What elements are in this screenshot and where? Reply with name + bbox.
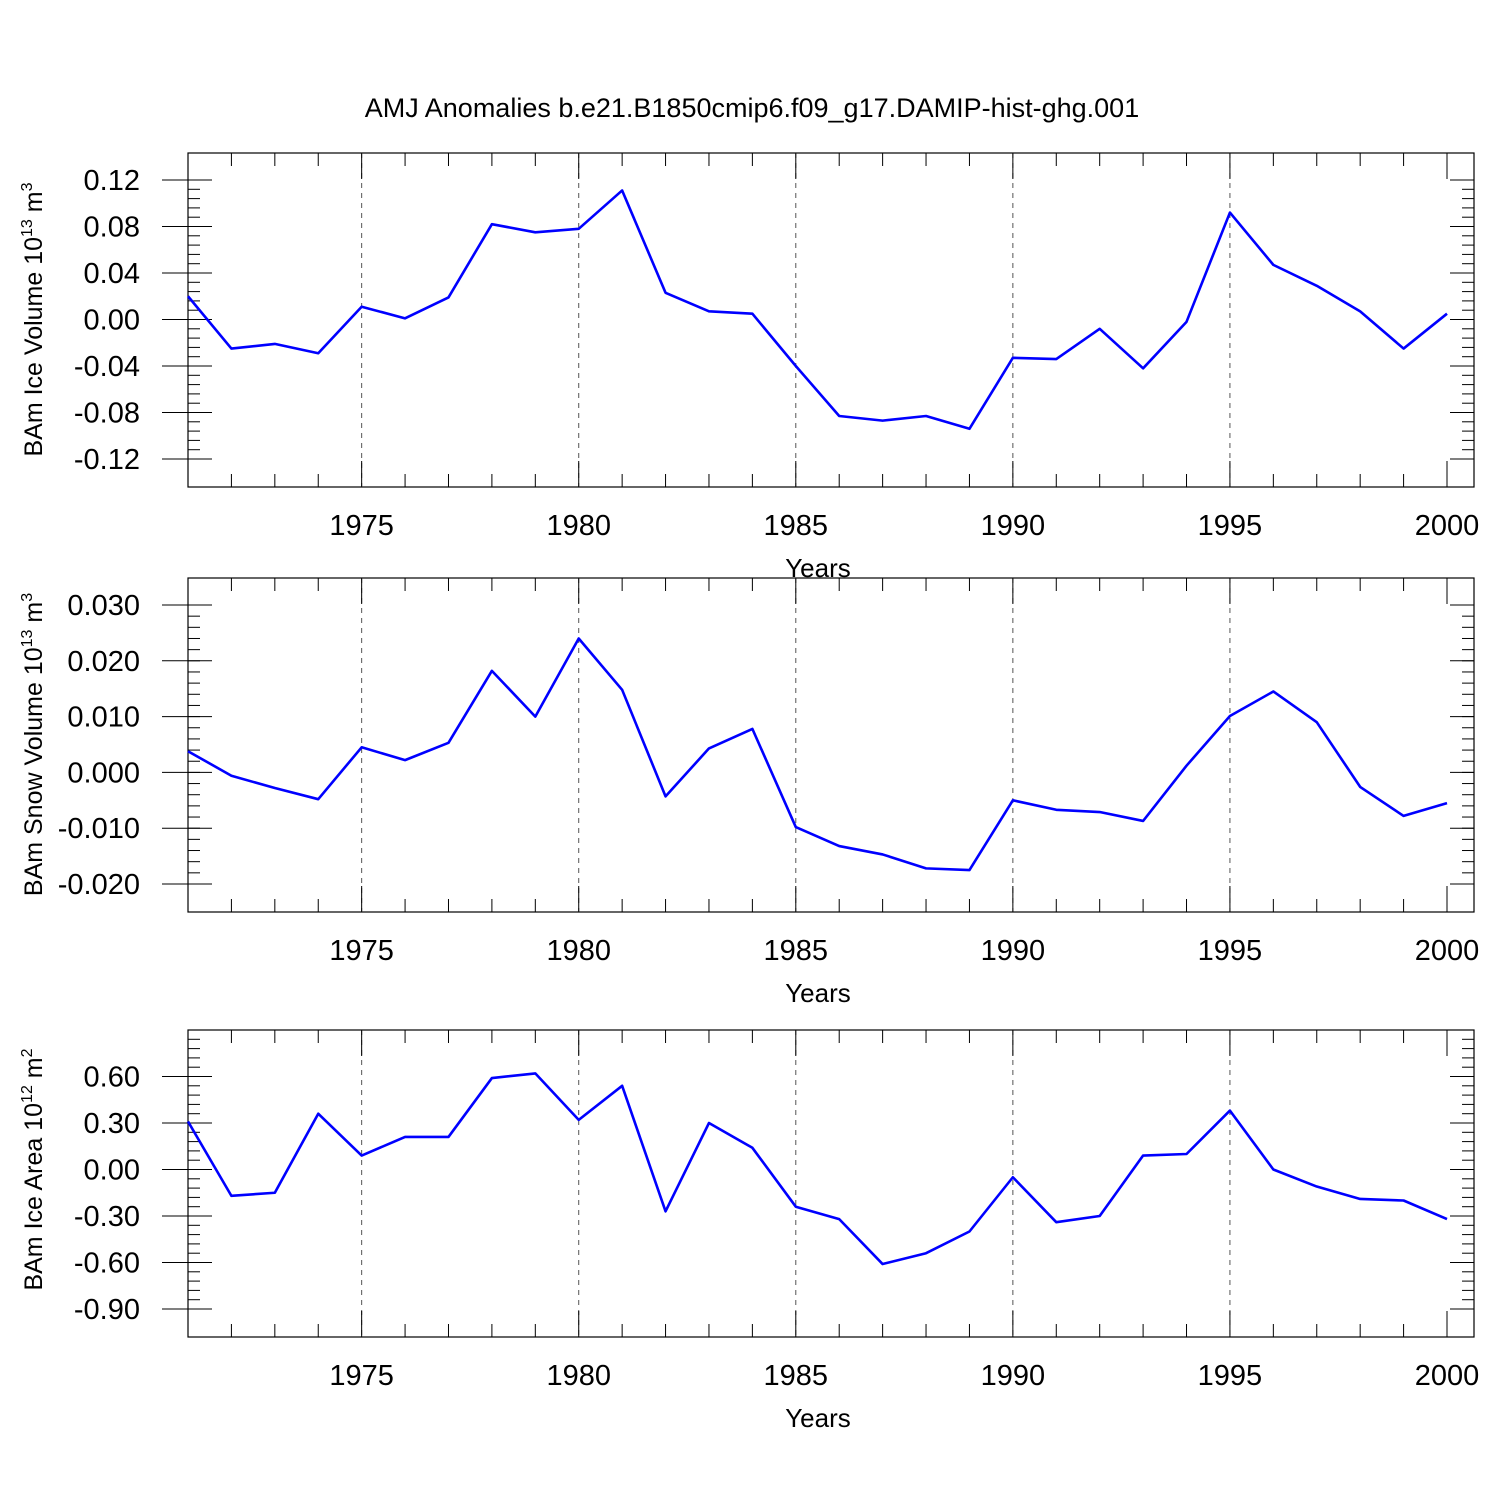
x-tick-label: 2000 xyxy=(1415,510,1480,542)
x-tick-label: 1990 xyxy=(981,935,1046,967)
x-tick-label: 1995 xyxy=(1198,510,1263,542)
y-axis-label: BAm Snow Volume 1013 m3 xyxy=(19,593,48,896)
series-line-1 xyxy=(187,637,1448,872)
x-tick-label: 1985 xyxy=(764,510,829,542)
plot-frame xyxy=(187,1029,1475,1338)
y-tick-label: 0.020 xyxy=(67,646,140,678)
chart-panel-2: 0.030 0.020 0.010 0.000 -0.010 -0.020 1975 1980… xyxy=(19,577,1480,1008)
y-tick-label: 0.00 xyxy=(84,1155,140,1187)
y-tick-label: -0.30 xyxy=(74,1201,140,1233)
y-tick-label: 0.60 xyxy=(84,1062,140,1094)
y-tick-label: -0.60 xyxy=(74,1248,140,1280)
plot-frame xyxy=(187,577,1475,913)
x-axis-label: Years xyxy=(785,978,851,1008)
y-axis-label: BAm Ice Area 1012 m2 xyxy=(19,1048,48,1290)
y-tick-label: 0.030 xyxy=(67,590,140,622)
y-tick-label: -0.12 xyxy=(74,444,140,476)
series-line-1 xyxy=(186,189,1448,431)
y-tick-label: 0.12 xyxy=(84,165,140,197)
y-tick-label: -0.010 xyxy=(58,813,140,845)
x-tick-label: 1980 xyxy=(546,510,611,542)
x-tick-label: 1975 xyxy=(329,935,394,967)
x-tick-label: 1975 xyxy=(329,1360,394,1392)
chart-panel-1: 0.12 0.08 0.04 0.00 -0.04 -0.08 -0.12 1975 1980 1… xyxy=(19,152,1480,583)
x-tick-label: 1995 xyxy=(1198,1360,1263,1392)
y-tick-label: 0.000 xyxy=(67,757,140,789)
plot-frame xyxy=(187,152,1475,488)
y-tick-label: 0.04 xyxy=(84,258,140,290)
x-tick-label: 2000 xyxy=(1415,935,1480,967)
x-tick-label: 1990 xyxy=(981,510,1046,542)
x-tick-label: 1995 xyxy=(1198,935,1263,967)
x-tick-label: 2000 xyxy=(1415,1360,1480,1392)
y-tick-label: -0.90 xyxy=(74,1294,140,1326)
x-tick-label: 1980 xyxy=(546,935,611,967)
y-tick-label: 0.08 xyxy=(84,212,140,244)
y-tick-label: 0.00 xyxy=(84,305,140,337)
x-tick-label: 1985 xyxy=(764,935,829,967)
x-tick-label: 1975 xyxy=(329,510,394,542)
y-tick-label: -0.08 xyxy=(74,398,140,430)
y-tick-label: -0.020 xyxy=(58,869,140,901)
series-line-1 xyxy=(186,1072,1448,1266)
y-axis-label: BAm Ice Volume 1013 m3 xyxy=(19,182,48,456)
x-tick-label: 1985 xyxy=(764,1360,829,1392)
figure-title: AMJ Anomalies b.e21.B1850cmip6.f09_g17.D… xyxy=(365,93,1139,123)
chart-panel-3: 0.60 0.30 0.00 -0.30 -0.60 -0.90 1975 1980 1985 1… xyxy=(19,1029,1480,1433)
x-axis-label: Years xyxy=(785,1403,851,1433)
y-tick-label: -0.04 xyxy=(74,351,140,383)
y-tick-label: 0.010 xyxy=(67,702,140,734)
y-tick-label: 0.30 xyxy=(84,1108,140,1140)
x-tick-label: 1990 xyxy=(981,1360,1046,1392)
x-tick-label: 1980 xyxy=(546,1360,611,1392)
